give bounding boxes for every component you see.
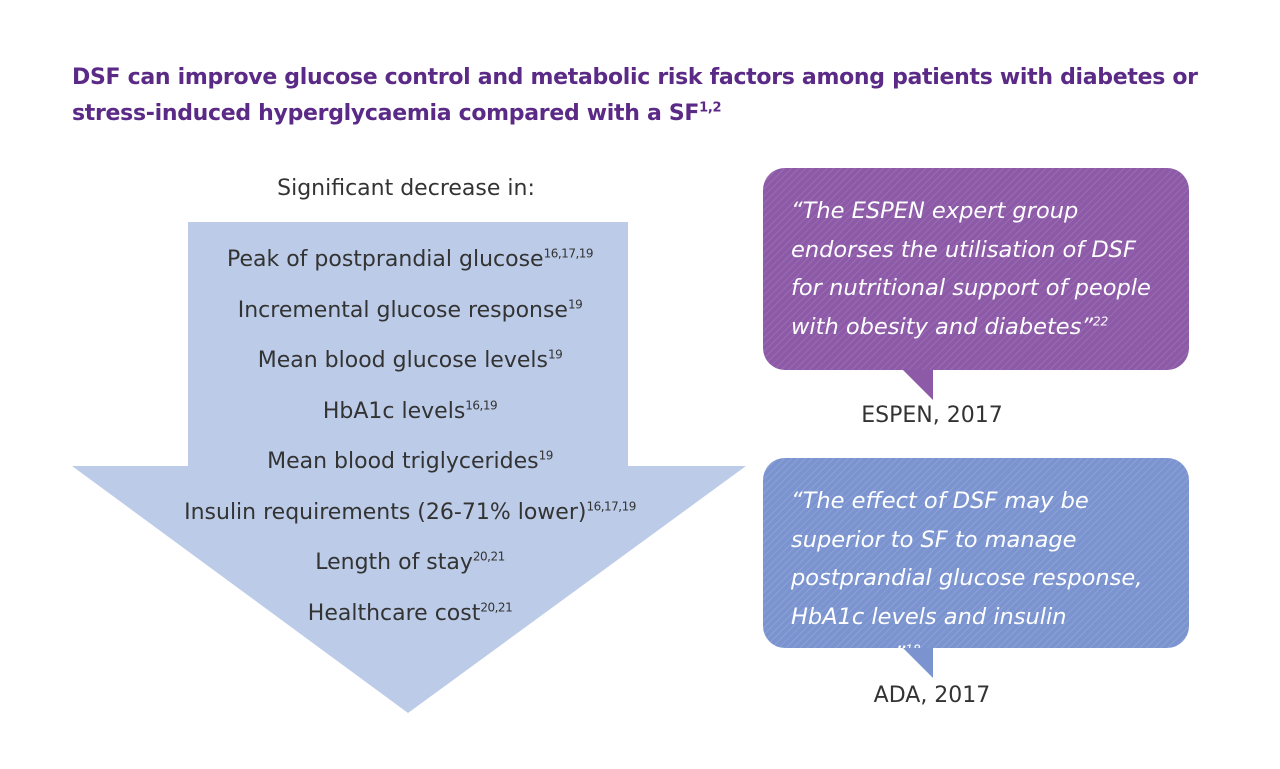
quote-text: “The ESPEN expert group endorses the uti… [791, 198, 1151, 340]
item-text: Length of stay [315, 550, 473, 575]
item-text: Mean blood triglycerides [267, 449, 539, 474]
arrow-heading: Significant decrease in: [277, 176, 535, 201]
item-text: Mean blood glucose levels [257, 348, 548, 373]
item-text: Insulin requirements (26-71% lower) [184, 499, 587, 525]
list-item: Insulin requirements (26-71% lower)16,17… [140, 493, 680, 544]
item-refs: 20,21 [472, 549, 505, 564]
list-item: HbA1c levels16,19 [140, 392, 680, 443]
item-text: HbA1c levels [322, 398, 466, 424]
item-refs: 20,21 [480, 600, 513, 615]
quote-text: “The effect of DSF may be superior to SF… [791, 488, 1143, 668]
ada-source: ADA, 2017 [873, 683, 991, 708]
item-refs: 16,19 [465, 398, 498, 413]
item-refs: 16,17,19 [586, 499, 636, 514]
quote-refs: 22 [1093, 314, 1109, 328]
list-item: Incremental glucose response19 [140, 291, 680, 342]
espen-quote-bubble: “The ESPEN expert group endorses the uti… [763, 168, 1189, 400]
list-item: Mean blood glucose levels19 [140, 341, 680, 392]
page-title: DSF can improve glucose control and meta… [72, 60, 1212, 132]
item-refs: 19 [538, 448, 554, 463]
quote-refs: 18 [905, 642, 921, 657]
list-item: Healthcare cost20,21 [140, 594, 680, 645]
list-item: Length of stay20,21 [140, 543, 680, 594]
item-text: Peak of postprandial glucose [226, 247, 544, 272]
item-refs: 19 [547, 347, 563, 362]
item-text: Healthcare cost [307, 600, 481, 626]
down-arrow-polygon [72, 222, 746, 713]
item-refs: 16,17,19 [543, 246, 594, 261]
title-text: DSF can improve glucose control and meta… [72, 65, 1198, 126]
espen-source: ESPEN, 2017 [861, 403, 1003, 428]
item-text: Incremental glucose response [237, 297, 568, 323]
list-item: Peak of postprandial glucose16,17,19 [140, 240, 680, 291]
list-item: Mean blood triglycerides19 [140, 442, 680, 493]
item-refs: 19 [567, 297, 583, 312]
title-refs: 1,2 [699, 100, 722, 116]
ada-quote-bubble: “The effect of DSF may be superior to SF… [763, 458, 1189, 678]
decrease-list: Peak of postprandial glucose16,17,19 Inc… [140, 240, 680, 644]
